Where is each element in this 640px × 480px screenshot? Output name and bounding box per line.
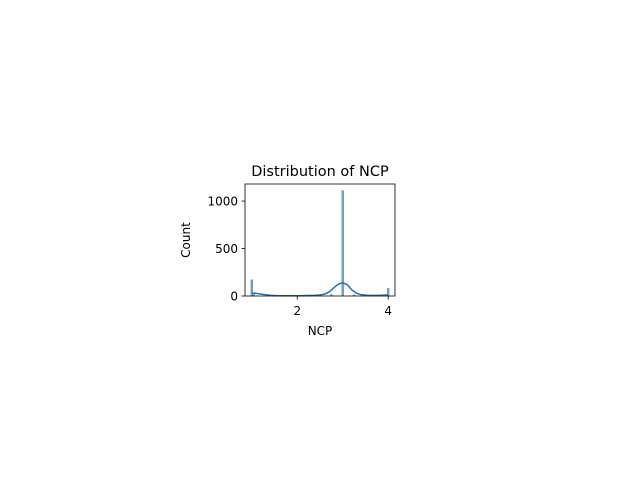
y-tick-label: 0 [230, 290, 238, 304]
y-axis-label: Count [179, 222, 193, 258]
y-axis-ticks: 0 500 1000 [207, 195, 245, 304]
y-tick-label: 1000 [207, 195, 238, 209]
y-tick-label: 500 [215, 242, 238, 256]
chart-title: Distribution of NCP [251, 164, 389, 180]
bars-group [250, 190, 390, 297]
axes-frame [244, 183, 396, 297]
x-tick-label: 2 [293, 304, 301, 318]
kde-curve [251, 281, 389, 297]
histogram-bar [341, 190, 344, 297]
x-tick-label: 4 [384, 304, 392, 318]
x-axis-label: NCP [308, 324, 333, 338]
